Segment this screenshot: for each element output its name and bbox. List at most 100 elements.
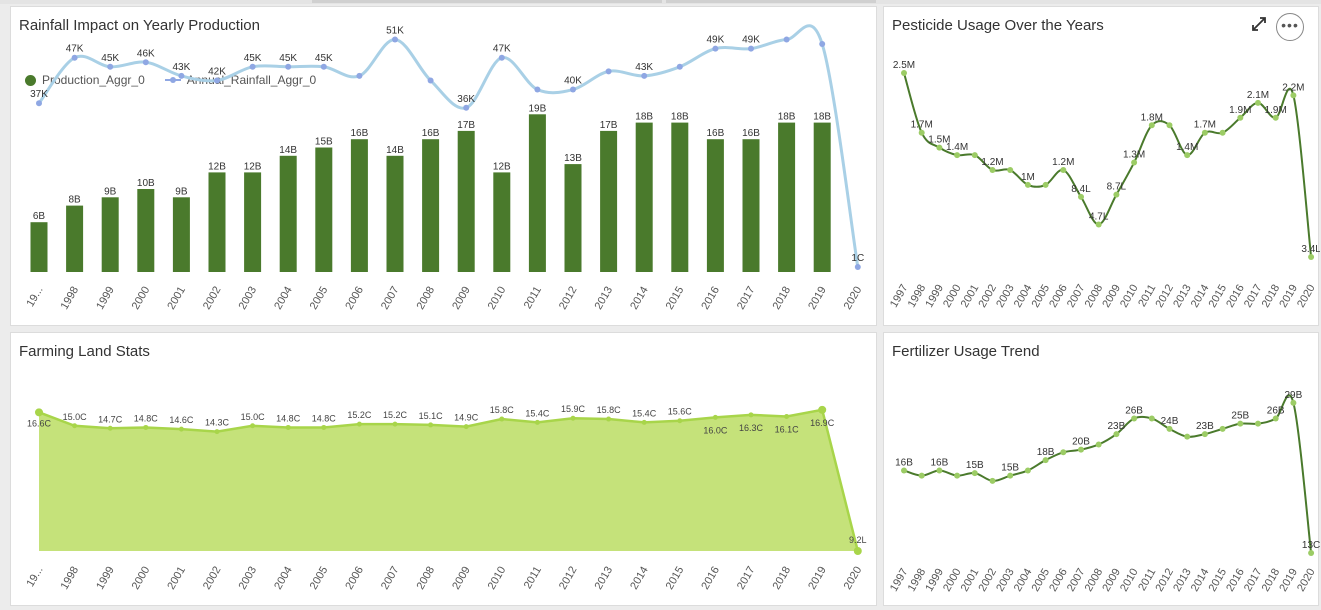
x-tick-label: 2013 — [593, 565, 616, 592]
land-point — [853, 547, 862, 555]
x-tick-label: 2003 — [237, 285, 260, 312]
production-bar — [66, 205, 84, 272]
x-tick-label: 2019 — [806, 565, 829, 592]
production-bar — [671, 122, 689, 272]
x-tick-label: 1998 — [59, 285, 82, 312]
bar-data-label: 18B — [635, 112, 653, 123]
land-point — [392, 421, 398, 427]
x-tick-label: 2012 — [557, 285, 580, 312]
production-bar — [279, 155, 297, 272]
x-tick-label: 2009 — [450, 565, 473, 592]
land-point — [534, 419, 540, 425]
pesticide-data-label: 1.9M — [1265, 105, 1287, 116]
fertilizer-point — [1148, 415, 1155, 422]
rainfall-data-label: 49K — [707, 35, 725, 46]
pesticide-data-label: 1.8M — [1141, 112, 1163, 123]
land-point — [818, 405, 827, 414]
fertilizer-point — [1166, 425, 1173, 432]
fertilizer-point — [936, 467, 943, 474]
pesticide-point — [971, 152, 978, 159]
bar-data-label: 6B — [33, 211, 46, 222]
x-tick-label: 2020 — [842, 565, 865, 592]
fertilizer-point — [954, 472, 961, 479]
land-data-label: 14.7C — [98, 414, 123, 424]
rainfall-point — [71, 54, 78, 61]
pesticide-point — [936, 144, 943, 151]
pesticide-data-label: 4.7L — [1089, 211, 1109, 222]
rainfall-point — [854, 264, 861, 270]
land-data-label: 16.3C — [739, 423, 764, 433]
rainfall-data-label: 45K — [101, 53, 119, 64]
x-tick-label: 2001 — [165, 565, 188, 592]
land-point — [748, 412, 754, 418]
x-tick-label: 2017 — [735, 285, 758, 312]
land-data-label: 15.8C — [490, 405, 515, 415]
pesticide-data-label: 1.2M — [1052, 157, 1074, 168]
land-point — [321, 424, 327, 430]
x-tick-label: 2013 — [593, 285, 616, 312]
bar-data-label: 9B — [175, 186, 188, 197]
fertilizer-data-label: 26B — [1125, 405, 1143, 416]
bar-data-label: 12B — [208, 161, 226, 172]
pesticide-point — [1007, 167, 1014, 174]
x-tick-label: 2012 — [557, 565, 580, 592]
x-tick-label: 2004 — [272, 565, 295, 592]
fertilizer-data-label: 24B — [1161, 416, 1179, 427]
fertilizer-data-label: 13C — [1302, 540, 1320, 551]
x-tick-label: 2004 — [272, 285, 295, 312]
fertilizer-point — [1007, 472, 1014, 479]
land-data-label: 15.4C — [525, 408, 550, 418]
legend-label: Production_Aggr_0 — [42, 73, 145, 87]
fertilizer-data-label: 18B — [1037, 447, 1055, 458]
fertilizer-data-label: 23B — [1108, 421, 1126, 432]
pesticide-data-label: 1.9M — [1229, 105, 1251, 116]
rainfall-point — [392, 36, 398, 43]
x-tick-label: 2005 — [308, 565, 331, 592]
legend-item-production[interactable]: Production_Aggr_0 — [25, 73, 145, 87]
land-point — [428, 422, 434, 428]
legend-line-icon — [164, 77, 181, 83]
rainfall-point — [214, 77, 220, 84]
pesticide-point — [1060, 167, 1067, 174]
rainfall-point — [498, 54, 505, 61]
legend-item-rainfall[interactable]: Annual_Rainfall_Aggr_0 — [164, 73, 316, 87]
panel-title: Farming Land Stats — [19, 343, 150, 360]
x-tick-label: 2011 — [522, 565, 544, 591]
rainfall-point — [142, 59, 149, 66]
pesticide-point — [1272, 114, 1279, 121]
legend-dot-icon — [25, 74, 36, 86]
land-data-label: 15.4C — [632, 408, 657, 418]
x-tick-label: 2017 — [735, 565, 758, 592]
production-bar — [137, 189, 155, 272]
rainfall-point — [641, 72, 648, 79]
pesticide-data-label: 1.4M — [1176, 142, 1198, 153]
pesticide-data-label: 1.7M — [911, 120, 933, 131]
production-bar — [813, 122, 831, 272]
pesticide-data-label: 1.5M — [928, 135, 950, 146]
x-tick-label: 2018 — [771, 285, 794, 312]
land-point — [214, 429, 220, 435]
chart-legend: Production_Aggr_0 Annual_Rainfall_Aggr_0 — [25, 73, 336, 87]
rainfall-point — [178, 72, 185, 79]
pesticide-data-label: 2.5M — [893, 60, 915, 71]
x-tick-label: 2007 — [379, 285, 402, 312]
x-tick-label: 2000 — [130, 285, 153, 312]
x-tick-label: 2020 — [1295, 567, 1318, 594]
fertilizer-point — [1272, 415, 1279, 422]
x-tick-label: 2003 — [237, 565, 260, 592]
land-data-label: 14.8C — [312, 413, 337, 423]
expand-icon[interactable] — [1252, 17, 1268, 33]
production-bar — [635, 122, 653, 272]
fertilizer-point — [901, 467, 907, 474]
pesticide-data-label: 2.1M — [1247, 90, 1269, 101]
pesticide-point — [1024, 181, 1031, 188]
rainfall-point — [285, 63, 292, 70]
fertilizer-point — [1237, 420, 1244, 427]
more-options-icon[interactable]: ••• — [1276, 13, 1304, 41]
land-area-fill — [39, 409, 858, 551]
land-data-label: 15.0C — [63, 412, 88, 422]
pesticide-point — [918, 129, 925, 136]
fertilizer-point — [1290, 399, 1297, 406]
land-point — [107, 425, 113, 431]
x-tick-label: 2019 — [806, 285, 829, 312]
